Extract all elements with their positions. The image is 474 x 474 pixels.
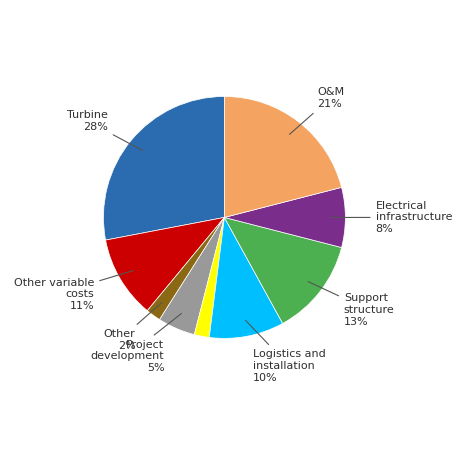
Text: Logistics and
installation
10%: Logistics and installation 10% [246,320,326,383]
Wedge shape [224,97,342,218]
Wedge shape [103,97,224,240]
Wedge shape [209,218,283,338]
Text: Electrical
infrastructure
8%: Electrical infrastructure 8% [330,201,452,234]
Wedge shape [224,187,346,247]
Wedge shape [194,218,224,337]
Wedge shape [160,218,224,335]
Wedge shape [106,218,224,310]
Text: O&M
21%: O&M 21% [290,87,344,134]
Text: Project
development
5%: Project development 5% [91,313,182,373]
Text: Turbine
28%: Turbine 28% [67,110,143,151]
Text: Support
structure
13%: Support structure 13% [308,282,395,327]
Text: Other variable
costs
11%: Other variable costs 11% [14,271,133,311]
Wedge shape [224,218,342,323]
Wedge shape [147,218,224,319]
Text: Other
2%: Other 2% [104,302,162,351]
